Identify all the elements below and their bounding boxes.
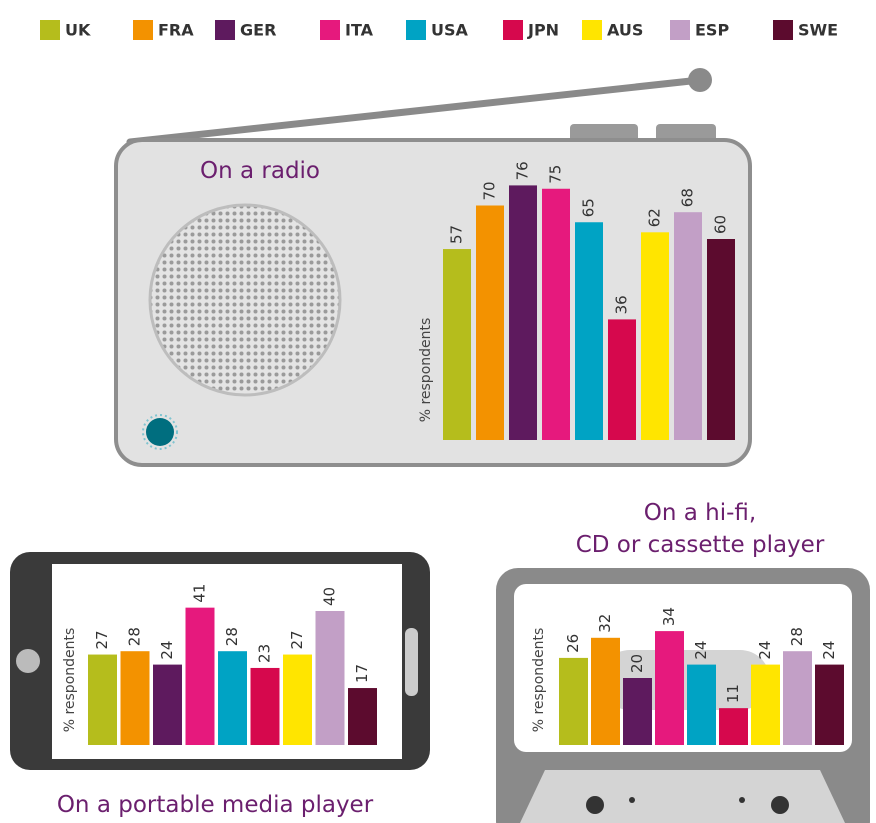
bar (509, 185, 537, 440)
legend-swatch (40, 20, 60, 40)
value-label: 36 (613, 295, 631, 314)
value-label: 28 (223, 627, 241, 646)
bar (751, 664, 780, 745)
legend-label: UK (65, 21, 91, 40)
legend-swatch (133, 20, 153, 40)
bar (623, 678, 652, 745)
value-label: 20 (628, 654, 646, 673)
value-label: 57 (448, 225, 466, 244)
bar (687, 664, 716, 745)
value-label: 34 (660, 607, 678, 626)
value-label: 65 (580, 198, 598, 217)
value-label: 27 (93, 630, 111, 649)
value-label: 68 (679, 188, 697, 207)
value-label: 28 (788, 627, 806, 646)
bar (88, 654, 117, 745)
legend-label: ITA (345, 21, 374, 40)
legend-swatch (670, 20, 690, 40)
bar (641, 232, 669, 440)
legend-label: ESP (695, 21, 729, 40)
value-label: 28 (126, 627, 144, 646)
bar (591, 637, 620, 745)
bar (815, 664, 844, 745)
value-label: 24 (158, 641, 176, 660)
value-label: 23 (256, 644, 274, 663)
legend-label: USA (431, 21, 469, 40)
bar (559, 657, 588, 745)
y-axis-label: % respondents (531, 628, 547, 733)
value-label: 26 (564, 634, 582, 653)
bar (542, 188, 570, 440)
value-label: 24 (820, 641, 838, 660)
bar (476, 205, 504, 440)
bar (575, 222, 603, 440)
y-axis-label: % respondents (418, 318, 434, 423)
y-axis-label: % respondents (62, 628, 78, 733)
legend-swatch (215, 20, 235, 40)
value-label: 62 (646, 208, 664, 227)
legend-swatch (503, 20, 523, 40)
bar (185, 607, 215, 745)
value-label: 24 (756, 641, 774, 660)
value-label: 70 (481, 181, 499, 200)
value-label: 32 (596, 614, 614, 633)
value-label: 27 (288, 630, 306, 649)
bar (674, 212, 702, 440)
bar (315, 611, 345, 745)
legend-label: GER (240, 21, 276, 40)
value-label: 76 (514, 161, 532, 180)
bar (250, 667, 280, 745)
legend-label: AUS (607, 21, 643, 40)
legend-label: JPN (527, 21, 559, 40)
bar (719, 708, 748, 745)
value-label: 75 (547, 165, 565, 184)
value-label: 17 (353, 664, 371, 683)
chart-title: On a hi-fi, (644, 500, 756, 526)
legend-swatch (582, 20, 602, 40)
chart-title: CD or cassette player (576, 532, 825, 558)
bar (153, 664, 182, 745)
value-label: 24 (692, 641, 710, 660)
bar (707, 239, 735, 440)
value-label: 11 (724, 684, 742, 703)
chart-title: On a portable media player (57, 792, 374, 818)
legend-swatch (773, 20, 793, 40)
legend-label: FRA (158, 21, 194, 40)
bar (283, 654, 312, 745)
bar (783, 651, 812, 745)
legend-label: SWE (798, 21, 838, 40)
value-label: 40 (321, 587, 339, 606)
bar (655, 631, 684, 745)
value-label: 41 (190, 584, 208, 603)
legend-swatch (406, 20, 426, 40)
legend-swatch (320, 20, 340, 40)
bar (443, 249, 471, 440)
bar (120, 651, 150, 745)
bar (608, 319, 636, 440)
bar (348, 688, 377, 745)
value-label: 60 (712, 215, 730, 234)
chart-title: On a radio (200, 158, 320, 184)
bar (218, 651, 247, 745)
